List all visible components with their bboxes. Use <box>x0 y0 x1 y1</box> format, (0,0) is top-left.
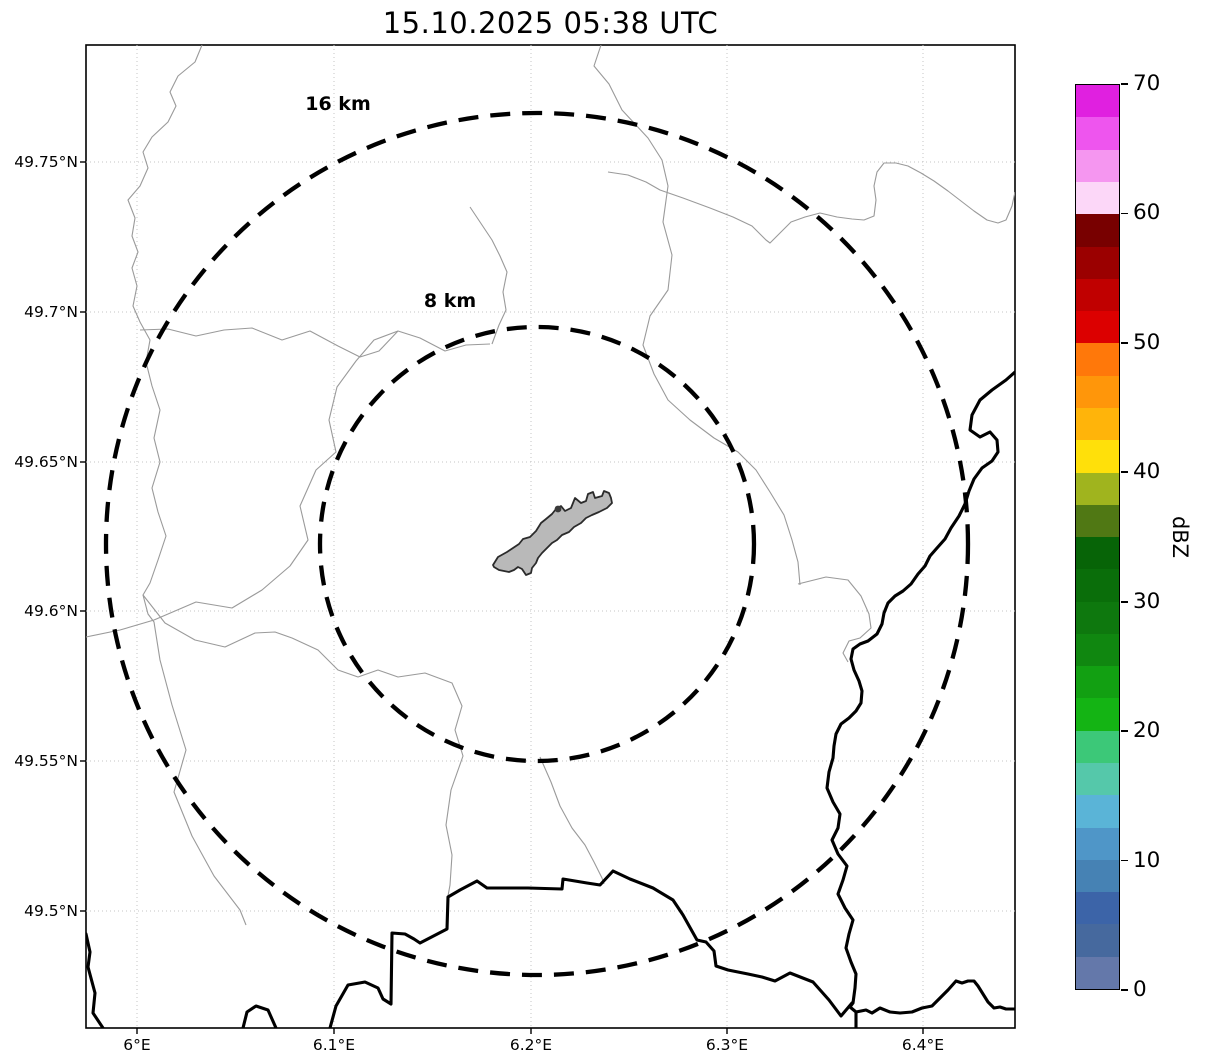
municipality-boundaries <box>86 45 1015 926</box>
range-rings <box>103 110 971 978</box>
colorbar-segment <box>1076 343 1119 376</box>
colorbar-tick-mark <box>1121 83 1128 85</box>
x-tick-label: 6.2°E <box>509 1036 553 1054</box>
range-ring-8km <box>317 324 757 764</box>
range-ring-16km <box>103 110 971 978</box>
colorbar-segment <box>1076 311 1119 344</box>
colorbar-tick-mark <box>1121 212 1128 215</box>
range-ring-label-16km: 16 km <box>305 93 371 115</box>
y-tick-label: 49.7°N <box>24 303 78 321</box>
x-tick-label: 6.1°E <box>312 1036 356 1054</box>
colorbar-tick-mark <box>1121 989 1128 991</box>
colorbar-segment <box>1076 763 1119 796</box>
range-ring-label-8km: 8 km <box>423 290 477 312</box>
colorbar-tick-mark <box>1121 859 1128 862</box>
colorbar-tick-mark <box>1121 600 1128 603</box>
colorbar-tick-label: 50 <box>1133 329 1161 355</box>
colorbar-segment <box>1076 246 1119 279</box>
colorbar-segment <box>1076 892 1119 925</box>
x-tick-label: 6.3°E <box>705 1036 749 1054</box>
colorbar-tick-mark <box>1121 342 1128 344</box>
y-tick-label: 49.55°N <box>14 752 78 770</box>
colorbar-tick-mark <box>1121 730 1128 732</box>
colorbar-segment <box>1076 666 1119 699</box>
colorbar-segment <box>1076 956 1119 989</box>
colorbar-segment <box>1076 85 1119 118</box>
colorbar-tick-label: 70 <box>1133 71 1161 96</box>
x-tick-label: 6°E <box>123 1036 151 1054</box>
colorbar-tick-label: 60 <box>1133 200 1161 226</box>
colorbar-segment <box>1076 795 1119 828</box>
colorbar-segment <box>1076 827 1119 860</box>
colorbar-tick-label: 40 <box>1133 459 1161 485</box>
colorbar-segment <box>1076 924 1119 957</box>
y-tick-label: 49.6°N <box>24 602 78 620</box>
colorbar-segment <box>1076 278 1119 312</box>
colorbar-segment <box>1076 375 1119 408</box>
axis-tick-marks <box>80 161 924 1034</box>
colorbar-segment <box>1076 537 1119 570</box>
y-tick-label: 49.5°N <box>24 902 78 920</box>
colorbar-segment <box>1076 181 1119 215</box>
colorbar-segment <box>1076 730 1119 764</box>
y-tick-label: 49.65°N <box>14 453 78 471</box>
radar-site-marker <box>554 505 562 513</box>
colorbar-segment <box>1076 504 1119 538</box>
colorbar-tick-label: 10 <box>1133 847 1161 873</box>
colorbar-tick-mark <box>1121 471 1128 474</box>
colorbar-tick-label: 0 <box>1133 977 1147 1002</box>
colorbar-tick-label: 30 <box>1133 588 1161 614</box>
colorbar-tick-label: 20 <box>1133 718 1161 744</box>
colorbar-segment <box>1076 214 1119 247</box>
x-tick-label: 6.4°E <box>901 1036 945 1054</box>
colorbar-axis-label: dBZ <box>1168 515 1192 559</box>
colorbar-segment <box>1076 569 1119 602</box>
colorbar-segment <box>1076 407 1119 441</box>
y-tick-label: 49.75°N <box>14 153 78 171</box>
colorbar-segment <box>1076 601 1119 634</box>
colorbar-segment <box>1076 440 1119 473</box>
country-borders <box>86 370 1015 1028</box>
colorbar-segment <box>1076 859 1119 893</box>
colorbar-segment <box>1076 472 1119 505</box>
colorbar-segment <box>1076 698 1119 731</box>
colorbar <box>1075 84 1120 990</box>
colorbar-segment <box>1076 633 1119 667</box>
figure-title: 15.10.2025 05:38 UTC <box>382 6 719 40</box>
colorbar-segment <box>1076 149 1119 182</box>
colorbar-segment <box>1076 117 1119 150</box>
airport-outline <box>492 490 613 576</box>
